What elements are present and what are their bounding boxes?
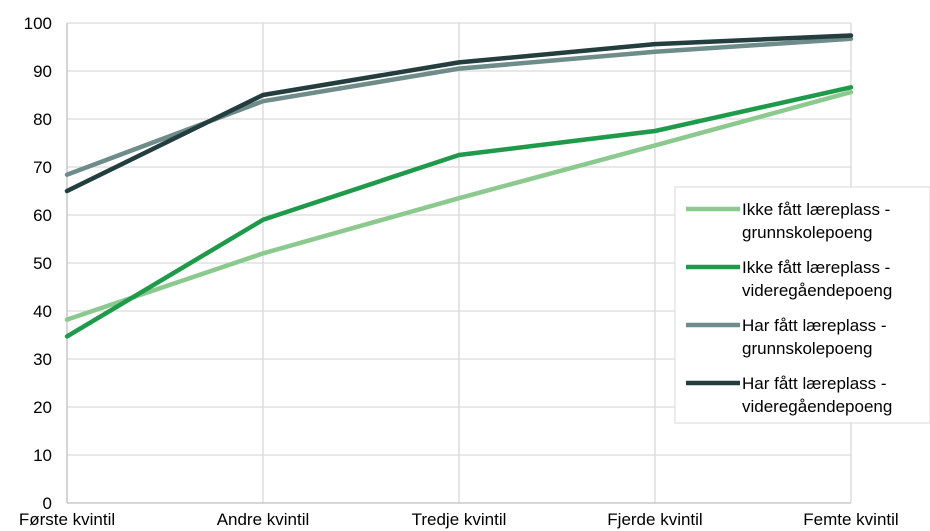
legend-label: grunnskolepoeng <box>742 223 872 242</box>
x-tick-label: Første kvintil <box>19 510 115 529</box>
x-tick-label: Femte kvintil <box>803 510 898 529</box>
y-tick-label: 0 <box>43 494 52 513</box>
legend-label: grunnskolepoeng <box>742 339 872 358</box>
y-tick-label: 60 <box>33 206 52 225</box>
x-tick-label: Fjerde kvintil <box>607 510 702 529</box>
legend-label: videregåendepoeng <box>742 397 892 416</box>
legend-label: Har fått læreplass - <box>742 316 887 335</box>
y-tick-label: 10 <box>33 446 52 465</box>
legend: Ikke fått læreplass -grunnskolepoengIkke… <box>674 186 930 424</box>
y-tick-label: 40 <box>33 302 52 321</box>
axes <box>66 23 851 504</box>
y-tick-label: 20 <box>33 398 52 417</box>
series-lines <box>64 33 854 339</box>
legend-entry: Har fått læreplass - grunnskolepoeng <box>686 316 887 358</box>
series-line-1 <box>64 89 854 322</box>
y-tick-label: 100 <box>24 14 52 33</box>
y-tick-label: 30 <box>33 350 52 369</box>
legend-label: Ikke fått læreplass - <box>742 200 890 219</box>
legend-label: Ikke fått læreplass - <box>742 258 890 277</box>
series-line-2 <box>64 85 854 339</box>
y-tick-label: 80 <box>33 110 52 129</box>
y-tick-label: 90 <box>33 62 52 81</box>
y-tick-label: 50 <box>33 254 52 273</box>
x-tick-label: Tredje kvintil <box>412 510 507 529</box>
x-tick-labels: Første kvintil Andre kvintil Tredje kvinti… <box>19 510 899 529</box>
legend-entry: Har fått læreplass - videregåendepoeng <box>686 374 892 416</box>
series-line-4 <box>64 33 854 194</box>
legend-label: videregåendepoeng <box>742 281 892 300</box>
legend-entry: Ikke fått læreplass - grunnskolepoeng <box>686 200 890 242</box>
y-tick-labels: 0 10 20 30 40 50 60 70 80 90 100 <box>24 14 52 513</box>
legend-entry: Ikke fått læreplass - videregåendepoeng <box>686 258 892 300</box>
y-tick-label: 70 <box>33 158 52 177</box>
legend-label: Har fått læreplass - <box>742 374 887 393</box>
x-tick-label: Andre kvintil <box>217 510 310 529</box>
